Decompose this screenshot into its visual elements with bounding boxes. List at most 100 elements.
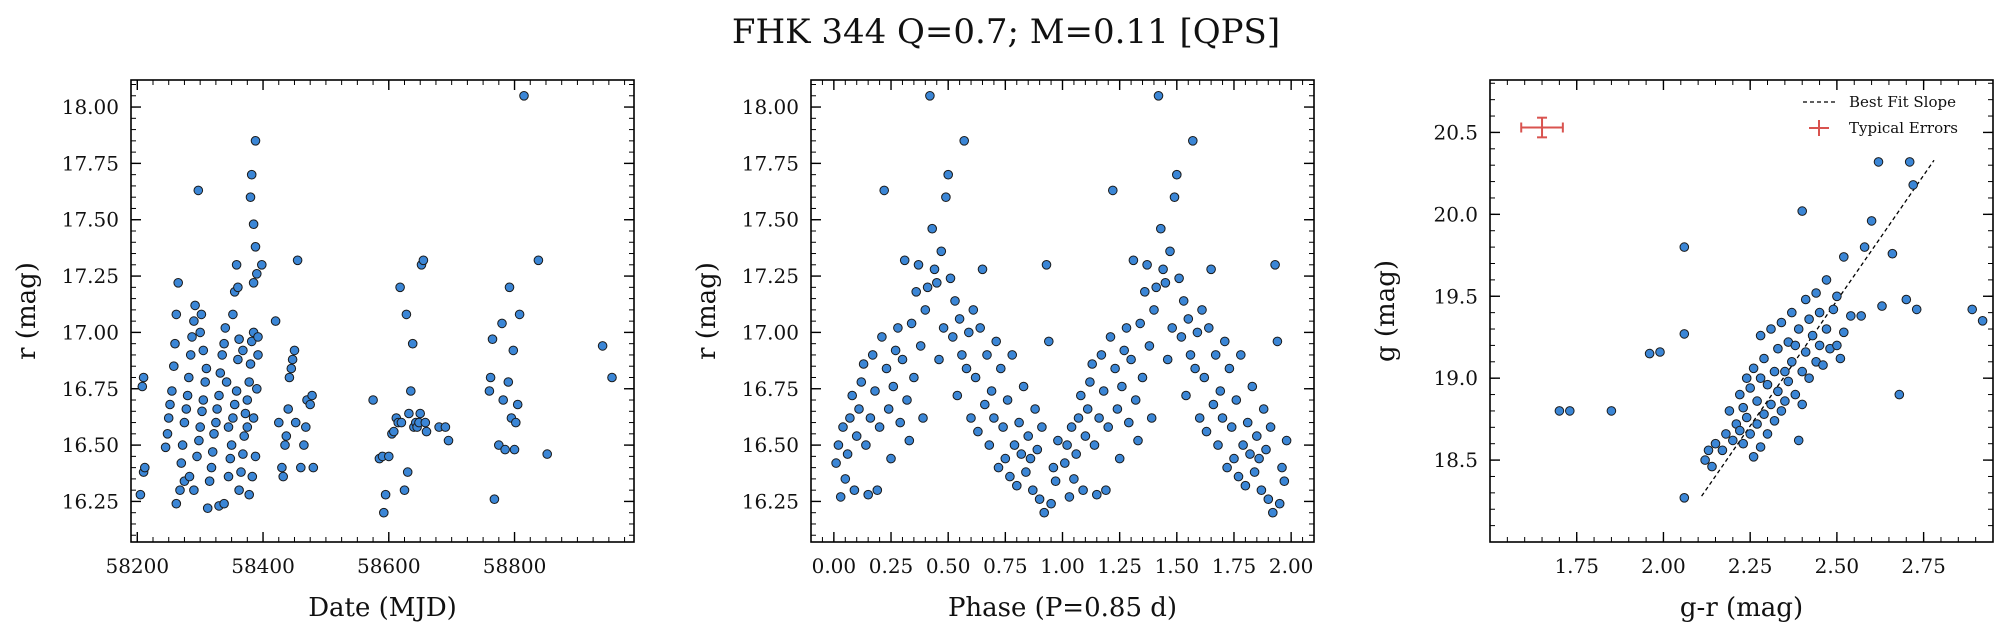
data-point bbox=[1783, 376, 1794, 387]
data-point bbox=[223, 471, 234, 482]
data-point bbox=[1254, 453, 1264, 464]
data-point bbox=[1735, 425, 1745, 436]
x-tick-label: 2.25 bbox=[1728, 554, 1773, 578]
data-point bbox=[1206, 264, 1216, 275]
data-point bbox=[165, 399, 175, 410]
data-point bbox=[1018, 381, 1029, 392]
data-point bbox=[1101, 485, 1111, 496]
data-point bbox=[899, 255, 910, 266]
data-point bbox=[1165, 246, 1175, 257]
y-tick-label: 20.5 bbox=[1433, 120, 1478, 144]
data-point bbox=[171, 498, 182, 509]
data-point bbox=[1124, 417, 1134, 428]
data-point bbox=[206, 462, 217, 473]
data-point bbox=[379, 507, 389, 518]
data-point bbox=[233, 354, 243, 365]
data-point bbox=[1158, 264, 1168, 275]
data-point bbox=[835, 492, 846, 502]
data-point bbox=[1073, 413, 1084, 423]
data-point bbox=[519, 91, 529, 101]
data-point bbox=[407, 338, 418, 349]
data-point bbox=[1188, 136, 1198, 146]
data-point bbox=[831, 458, 841, 468]
data-point bbox=[1773, 386, 1783, 397]
data-point bbox=[287, 354, 298, 365]
data-point bbox=[1144, 341, 1155, 351]
y-tick-label: 16.25 bbox=[742, 489, 799, 513]
data-point bbox=[250, 451, 261, 462]
data-point bbox=[886, 453, 896, 464]
data-point bbox=[968, 305, 979, 315]
data-point bbox=[221, 377, 232, 387]
data-point bbox=[440, 422, 451, 432]
data-point bbox=[489, 494, 500, 505]
data-point bbox=[418, 255, 429, 266]
data-point bbox=[1790, 389, 1801, 400]
data-point bbox=[1800, 294, 1811, 305]
data-point bbox=[250, 136, 261, 146]
data-point bbox=[1142, 260, 1152, 270]
data-point bbox=[1034, 494, 1045, 505]
data-point bbox=[1137, 372, 1148, 383]
data-point bbox=[1832, 291, 1842, 302]
data-point bbox=[1085, 377, 1095, 387]
lightcurve-data bbox=[135, 91, 617, 518]
data-point bbox=[245, 359, 256, 369]
data-point bbox=[185, 350, 196, 360]
data-point bbox=[597, 341, 608, 351]
y-tick-label: 17.75 bbox=[742, 151, 799, 175]
data-point bbox=[1745, 383, 1755, 393]
data-point bbox=[512, 399, 523, 410]
data-point bbox=[1780, 366, 1790, 377]
legend-entry-typical-errors: Typical Errors bbox=[1849, 119, 1958, 137]
data-point bbox=[1167, 323, 1177, 333]
data-point bbox=[277, 462, 287, 473]
x-tick-label: 58200 bbox=[105, 554, 169, 578]
data-point bbox=[1281, 435, 1292, 446]
data-point bbox=[497, 318, 507, 329]
data-point bbox=[1263, 494, 1274, 505]
data-point bbox=[503, 377, 514, 387]
data-point bbox=[838, 422, 848, 432]
data-point bbox=[415, 408, 426, 419]
data-point bbox=[941, 192, 951, 202]
data-point bbox=[973, 426, 983, 437]
data-point bbox=[1053, 435, 1063, 446]
data-point bbox=[308, 462, 319, 473]
data-point bbox=[225, 453, 236, 464]
data-point bbox=[192, 451, 202, 462]
x-tick-label: 2.50 bbox=[1815, 554, 1860, 578]
data-point bbox=[253, 350, 263, 360]
data-point bbox=[1078, 485, 1088, 496]
data-point bbox=[1252, 431, 1262, 441]
data-point bbox=[197, 406, 207, 417]
data-point bbox=[1268, 507, 1278, 518]
data-point bbox=[137, 381, 148, 392]
data-point bbox=[395, 282, 405, 293]
data-point bbox=[982, 350, 992, 360]
data-point bbox=[874, 422, 885, 432]
data-point bbox=[368, 395, 378, 405]
data-point bbox=[396, 417, 407, 428]
data-point bbox=[1738, 438, 1748, 449]
data-point bbox=[484, 386, 495, 396]
data-point bbox=[1062, 440, 1072, 450]
legend-entry-best-fit: Best Fit Slope bbox=[1849, 93, 1956, 111]
data-point bbox=[1274, 498, 1285, 509]
data-point bbox=[1804, 314, 1814, 325]
data-point bbox=[1741, 373, 1752, 384]
data-point bbox=[1151, 282, 1161, 293]
data-point bbox=[283, 404, 294, 414]
y-tick-label: 17.50 bbox=[62, 208, 119, 232]
data-point bbox=[307, 390, 317, 401]
x-tick-label: 58800 bbox=[483, 554, 547, 578]
data-point bbox=[961, 363, 972, 374]
data-point bbox=[1025, 453, 1036, 464]
data-point bbox=[854, 404, 864, 414]
data-point bbox=[542, 449, 553, 459]
data-point bbox=[236, 467, 246, 477]
data-point bbox=[1199, 372, 1210, 383]
data-point bbox=[938, 323, 949, 333]
data-point bbox=[1745, 429, 1755, 439]
